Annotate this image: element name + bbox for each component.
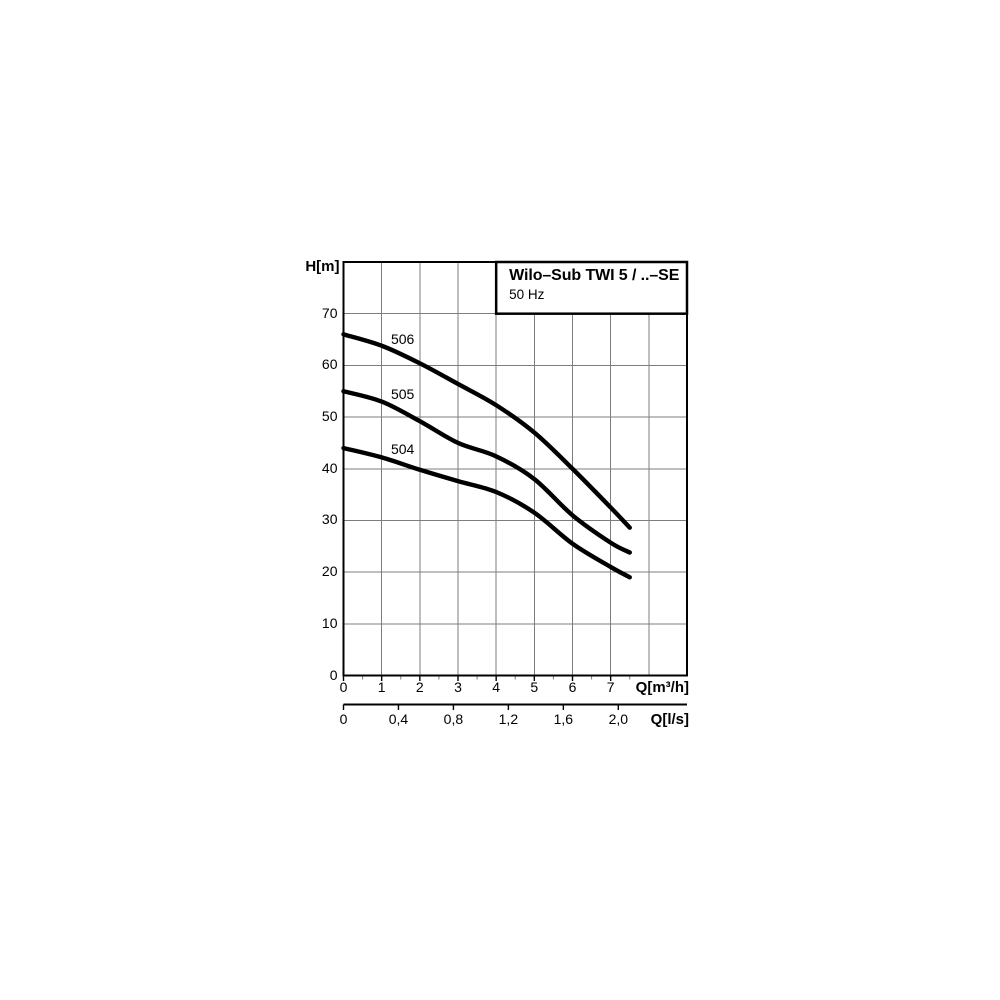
x-tick-label: 6 [568,679,577,695]
x2-axis [342,703,687,710]
curve-505 [341,389,632,555]
x-tick-label: 4 [492,679,501,695]
chart-title: Wilo–Sub TWI 5 / ..–SE [509,267,680,284]
curve-label-505: 505 [390,386,415,403]
y-tick-label: 50 [321,408,338,425]
x-tick-label: 7 [606,679,615,695]
title-box: Wilo–Sub TWI 5 / ..–SE 50 Hz [509,266,679,302]
x-tick-label: 5 [530,679,539,695]
chart-subtitle: 50 Hz [509,287,545,302]
x2-tick-label: 0,8 [443,711,464,727]
y-tick-label: 60 [321,356,338,373]
curve-504 [341,445,632,580]
x-tick-label: 3 [454,679,462,695]
x-tick-label: 0 [339,679,348,695]
curve-label-504: 504 [390,441,415,458]
x2-tick-label: 1,6 [553,711,574,727]
x-tick-label: 2 [415,679,424,695]
x-tick-label: 1 [377,679,386,695]
x2-tick-label: 0,4 [388,711,409,727]
y-tick-label: 0 [329,666,338,683]
title-box-frame [494,260,689,315]
x2-axis-unit-label: Q[l/s] [650,711,689,728]
y-tick-label: 30 [321,511,338,528]
y-axis-unit-label: H[m] [305,258,340,275]
y-tick-label: 40 [321,459,338,476]
y-tick-label: 70 [321,304,338,321]
y-tick-label: 10 [321,614,338,631]
x2-tick-label: 2,0 [608,711,629,727]
x2-tick-label: 1,2 [498,711,519,727]
x2-tick-label: 0 [339,711,348,727]
curve-506 [341,332,632,530]
x-axis-unit-label: Q[m³/h] [635,679,689,696]
curve-label-506: 506 [390,331,415,347]
axis-ticks [342,675,631,681]
y-tick-label: 20 [321,563,338,580]
